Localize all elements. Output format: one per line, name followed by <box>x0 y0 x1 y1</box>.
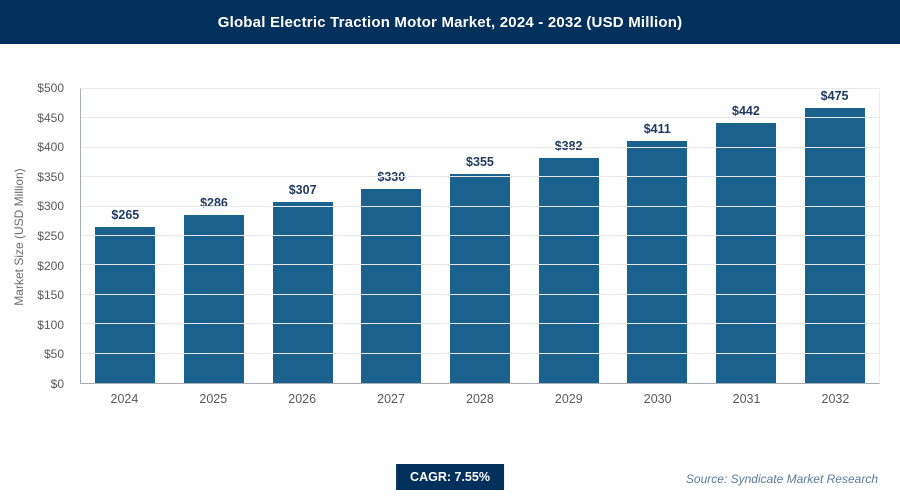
y-axis-tick-label: $0 <box>50 377 64 391</box>
x-axis-tick-label: 2028 <box>466 392 494 406</box>
y-axis-tick-label: $250 <box>37 229 64 243</box>
bar <box>449 174 510 383</box>
gridline <box>81 352 879 354</box>
bar <box>627 141 688 383</box>
y-axis-tick-label: $150 <box>37 288 64 303</box>
chart-title: Global Electric Traction Motor Market, 2… <box>217 13 683 31</box>
y-axis-tick-label: $100 <box>37 317 64 332</box>
bar <box>183 214 244 383</box>
bar-value-label: $442 <box>732 104 760 119</box>
x-axis-tick-label: 2025 <box>199 392 228 406</box>
x-axis-tick-label: 2029 <box>554 392 583 406</box>
x-axis-tick-label: 2026 <box>288 392 317 406</box>
gridline <box>81 235 879 236</box>
y-axis-tick-label: $500 <box>37 81 64 95</box>
x-axis-tick-label: 2024 <box>110 392 139 406</box>
x-axis-tick-label: 2031 <box>732 392 761 406</box>
bar-group: $330 <box>347 89 435 383</box>
bars-row: $265 $286 $307 $330 $355 $382 $411 $442 $475 <box>81 89 879 383</box>
gridline <box>81 88 879 89</box>
bar-group: $265 <box>81 89 169 383</box>
bar-value-label: $475 <box>820 89 849 103</box>
bar-value-label: $355 <box>466 155 494 170</box>
bar-value-label: $382 <box>554 139 583 154</box>
bar-value-label: $286 <box>200 195 228 210</box>
bar-group: $307 <box>259 89 347 383</box>
bar-group: $475 <box>791 89 879 383</box>
bar <box>804 108 865 383</box>
bar-value-label: $265 <box>111 208 140 223</box>
bar <box>715 123 776 383</box>
x-axis-tick-label: 2032 <box>821 392 850 406</box>
cagr-badge: CAGR: 7.55% <box>396 464 504 490</box>
bar-group: $355 <box>436 89 524 383</box>
gridline <box>81 205 879 207</box>
gridline <box>81 146 879 148</box>
bar-value-label: $411 <box>643 122 671 137</box>
bar-group: $286 <box>170 89 258 383</box>
bar-group: $442 <box>702 89 790 383</box>
gridline <box>81 323 879 325</box>
bar-group: $382 <box>525 89 613 383</box>
y-axis-tick-label: $400 <box>37 140 64 155</box>
chart-title-bar: Global Electric Traction Motor Market, 2… <box>0 0 900 44</box>
y-axis-tick-label: $200 <box>37 258 64 273</box>
bar <box>272 202 333 383</box>
y-axis-tick-label: $450 <box>37 110 64 125</box>
x-axis-labels: 2024 2025 2026 2027 2028 2029 2030 2031 2032 <box>80 392 880 406</box>
bar <box>538 158 599 383</box>
x-axis-tick-label: 2030 <box>643 392 672 406</box>
x-axis-tick-label: 2027 <box>377 392 405 406</box>
y-axis-tick-label: $50 <box>43 347 64 362</box>
gridline <box>81 264 879 266</box>
source-attribution: Source: Syndicate Market Research <box>685 472 878 486</box>
gridline <box>81 293 879 295</box>
gridline <box>81 117 879 119</box>
gridline <box>81 176 879 178</box>
y-axis-tick-label: $300 <box>37 199 64 214</box>
bar <box>95 227 156 383</box>
plot-area: $265 $286 $307 $330 $355 $382 $411 $442 $475 <box>80 88 880 384</box>
bar-value-label: $307 <box>288 183 317 198</box>
bar <box>361 188 422 383</box>
y-axis-tick-labels: $0 $50 $100 $150 $200 $250 $300 $350 $400 $450 $50… <box>0 82 74 390</box>
bar-group: $411 <box>613 89 701 383</box>
y-axis-tick-label: $350 <box>37 169 64 184</box>
